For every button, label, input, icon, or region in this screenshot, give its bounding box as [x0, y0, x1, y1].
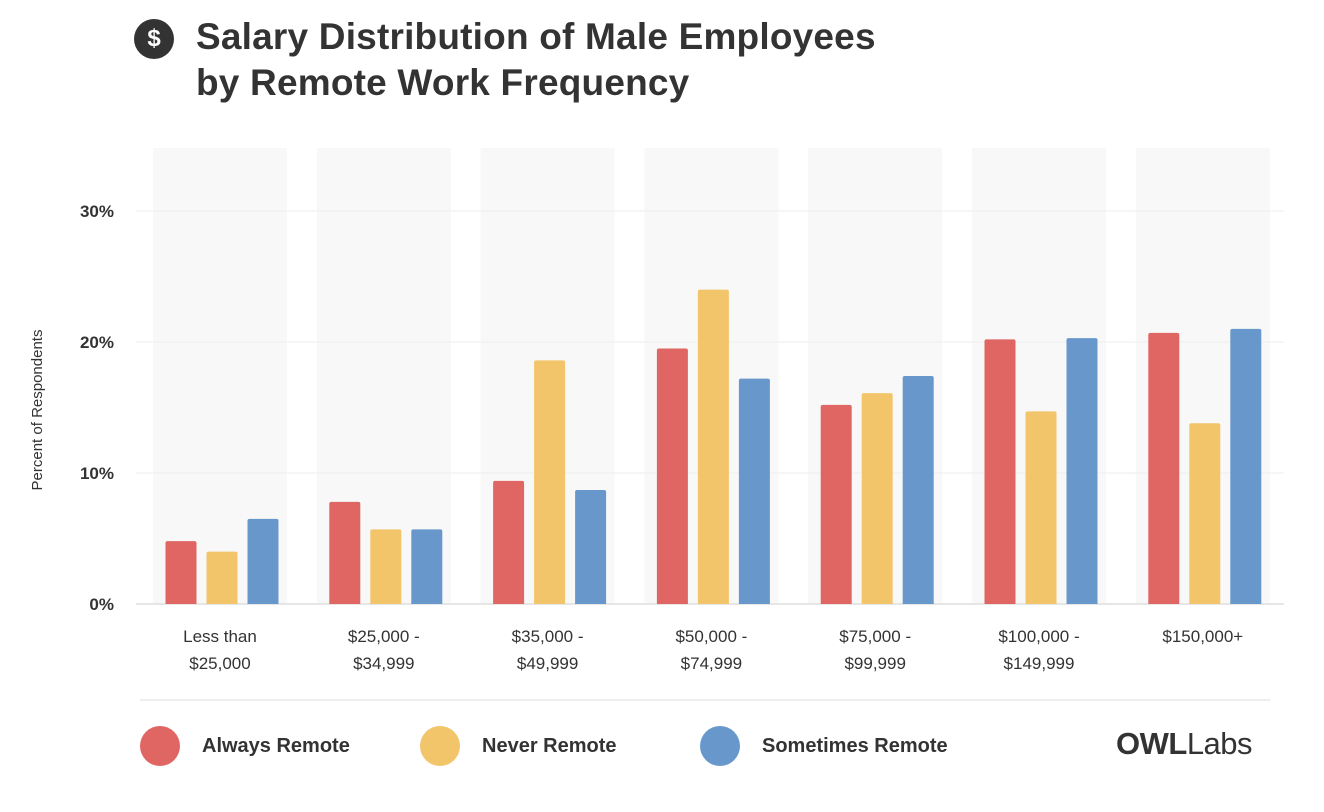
chart-title: Salary Distribution of Male Employees by…	[196, 14, 876, 106]
x-tick-label: $34,999	[353, 654, 414, 673]
y-tick-label: 10%	[80, 464, 114, 483]
y-tick-label: 30%	[80, 202, 114, 221]
legend: Always Remote Never Remote Sometimes Rem…	[140, 726, 948, 766]
bar-never-remote	[1025, 411, 1057, 604]
chart-header: $ Salary Distribution of Male Employees …	[134, 14, 876, 106]
x-tick-label: Less than	[183, 627, 257, 646]
x-tick-label: $75,000 -	[839, 627, 911, 646]
bar-never-remote	[861, 393, 893, 604]
legend-item-sometimes-remote: Sometimes Remote	[700, 726, 948, 766]
title-line-2: by Remote Work Frequency	[196, 62, 690, 103]
bar-never-remote	[1189, 423, 1221, 604]
x-tick-label: $74,999	[681, 654, 742, 673]
bar-never-remote	[370, 529, 402, 604]
legend-item-never-remote: Never Remote	[420, 726, 700, 766]
x-tick-label: $99,999	[844, 654, 905, 673]
legend-swatch-never-remote	[420, 726, 460, 766]
bar-always-remote	[493, 480, 525, 604]
x-tick-label: $25,000	[189, 654, 250, 673]
y-tick-label: 20%	[80, 333, 114, 352]
x-tick-label: $35,000 -	[512, 627, 584, 646]
legend-label-sometimes-remote: Sometimes Remote	[762, 734, 948, 757]
bar-always-remote	[1148, 332, 1180, 604]
x-tick-label: $25,000 -	[348, 627, 420, 646]
bar-sometimes-remote	[1230, 328, 1262, 604]
x-tick-label: $50,000 -	[675, 627, 747, 646]
legend-label-never-remote: Never Remote	[482, 734, 617, 757]
bar-sometimes-remote	[1066, 338, 1098, 604]
bar-sometimes-remote	[411, 529, 443, 604]
bar-always-remote	[329, 501, 361, 604]
bar-sometimes-remote	[247, 518, 279, 604]
bar-never-remote	[697, 289, 729, 604]
x-tick-label: $149,999	[1004, 654, 1075, 673]
bar-always-remote	[820, 404, 852, 604]
legend-swatch-sometimes-remote	[700, 726, 740, 766]
bar-always-remote	[984, 339, 1016, 604]
bar-always-remote	[656, 348, 688, 604]
y-axis-label: Percent of Respondents	[29, 330, 46, 491]
bar-sometimes-remote	[575, 490, 607, 604]
dollar-icon: $	[134, 19, 174, 59]
x-tick-label: $100,000 -	[998, 627, 1079, 646]
owl-labs-logo: OWLLabs	[1116, 726, 1253, 762]
x-tick-label: $49,999	[517, 654, 578, 673]
logo-labs-text: Labs	[1186, 726, 1253, 761]
legend-swatch-always-remote	[140, 726, 180, 766]
bar-sometimes-remote	[902, 376, 934, 604]
legend-item-always-remote: Always Remote	[140, 726, 420, 766]
bar-sometimes-remote	[738, 378, 770, 604]
logo-owl-text: OWL	[1116, 726, 1187, 761]
x-tick-label: $150,000+	[1162, 627, 1243, 646]
y-tick-label: 0%	[89, 595, 114, 614]
bar-never-remote	[534, 360, 566, 604]
bar-always-remote	[165, 541, 197, 604]
legend-label-always-remote: Always Remote	[202, 734, 350, 757]
bar-never-remote	[206, 551, 238, 604]
title-line-1: Salary Distribution of Male Employees	[196, 16, 876, 57]
